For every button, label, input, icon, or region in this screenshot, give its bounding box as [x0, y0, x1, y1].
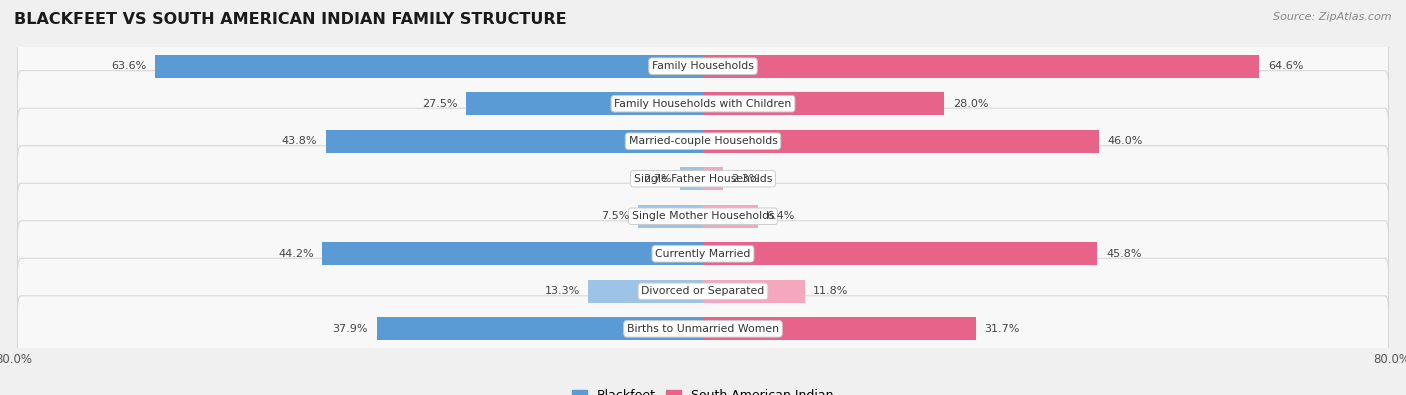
Text: 2.7%: 2.7% [643, 174, 671, 184]
Text: 6.4%: 6.4% [766, 211, 796, 221]
FancyBboxPatch shape [17, 71, 1389, 137]
Bar [703, 55, 1260, 78]
Bar [589, 280, 703, 303]
FancyBboxPatch shape [17, 258, 1389, 324]
FancyBboxPatch shape [17, 221, 1389, 287]
Bar [377, 317, 703, 340]
Bar [703, 92, 945, 115]
Bar [703, 280, 804, 303]
FancyBboxPatch shape [17, 108, 1389, 174]
Text: Family Households: Family Households [652, 61, 754, 71]
FancyBboxPatch shape [17, 183, 1389, 249]
Text: 28.0%: 28.0% [953, 99, 988, 109]
Text: 13.3%: 13.3% [544, 286, 579, 296]
Text: 63.6%: 63.6% [111, 61, 146, 71]
Bar [322, 242, 703, 265]
Bar [638, 205, 703, 228]
Text: 45.8%: 45.8% [1107, 249, 1142, 259]
Text: 7.5%: 7.5% [602, 211, 630, 221]
Text: 43.8%: 43.8% [281, 136, 318, 146]
FancyBboxPatch shape [17, 296, 1389, 362]
Text: 64.6%: 64.6% [1268, 61, 1303, 71]
Text: Single Mother Households: Single Mother Households [631, 211, 775, 221]
Bar [679, 167, 703, 190]
Text: Family Households with Children: Family Households with Children [614, 99, 792, 109]
Text: Divorced or Separated: Divorced or Separated [641, 286, 765, 296]
Text: Currently Married: Currently Married [655, 249, 751, 259]
Text: 31.7%: 31.7% [984, 324, 1019, 334]
Text: 46.0%: 46.0% [1108, 136, 1143, 146]
Bar [155, 55, 703, 78]
FancyBboxPatch shape [17, 33, 1389, 99]
Text: 11.8%: 11.8% [813, 286, 849, 296]
Bar [326, 130, 703, 153]
Bar [703, 242, 1098, 265]
FancyBboxPatch shape [17, 146, 1389, 212]
Bar [703, 130, 1099, 153]
Text: Births to Unmarried Women: Births to Unmarried Women [627, 324, 779, 334]
Bar [467, 92, 703, 115]
Bar [703, 205, 758, 228]
Text: Married-couple Households: Married-couple Households [628, 136, 778, 146]
Bar [703, 317, 976, 340]
Text: Source: ZipAtlas.com: Source: ZipAtlas.com [1274, 12, 1392, 22]
Text: 2.3%: 2.3% [731, 174, 759, 184]
Text: 37.9%: 37.9% [332, 324, 368, 334]
Text: 44.2%: 44.2% [278, 249, 314, 259]
Legend: Blackfeet, South American Indian: Blackfeet, South American Indian [567, 384, 839, 395]
Text: 27.5%: 27.5% [422, 99, 457, 109]
Bar [703, 167, 723, 190]
Text: Single Father Households: Single Father Households [634, 174, 772, 184]
Text: BLACKFEET VS SOUTH AMERICAN INDIAN FAMILY STRUCTURE: BLACKFEET VS SOUTH AMERICAN INDIAN FAMIL… [14, 12, 567, 27]
